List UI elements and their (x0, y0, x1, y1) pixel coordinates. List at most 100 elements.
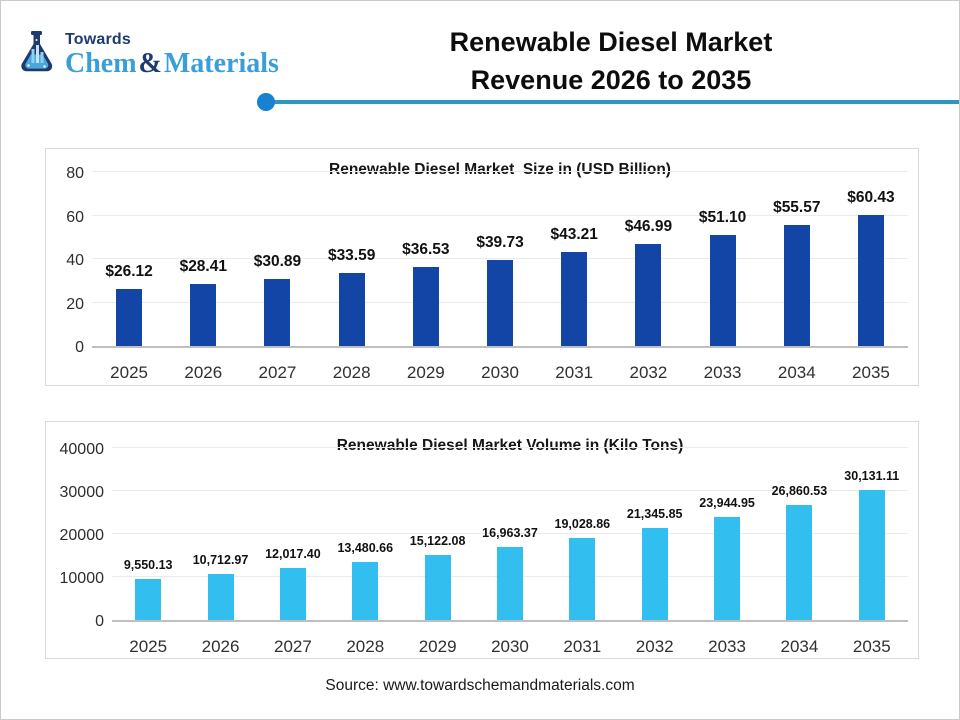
chart-1-bar-2025 (135, 578, 162, 620)
chart-0-slot-2035: $60.43 (834, 172, 908, 346)
chart-1-bar-2031 (569, 538, 596, 620)
chart-1-slot-2031: 19,028.86 (546, 448, 618, 620)
chart-0-xlabel-2033: 2033 (703, 363, 742, 382)
chart-0-bar-2034 (783, 225, 810, 346)
header-divider-dot (257, 93, 275, 111)
chart-0-gridline-80 (92, 171, 908, 172)
chart-1-slot-2032: 21,345.85 (619, 448, 691, 620)
chart-1-bar-2029 (424, 554, 451, 620)
chart-0-slot-2032: $46.99 (611, 172, 685, 346)
chart-0-ytick-60: 60 (66, 208, 84, 226)
chart-0-ytick-0: 0 (75, 339, 84, 356)
chart-0-y-axis: 0 20 40 60 80 (46, 165, 92, 356)
chart-0-bar-label-2028: $33.59 (327, 246, 376, 264)
logo-ampersand: & (138, 48, 162, 79)
chart-1-bar-2035 (858, 490, 885, 620)
page-title-line1: Renewable Diesel Market (449, 27, 773, 57)
chart-1-slot-2035: 30,131.11 (836, 448, 908, 620)
chart-1-bar-2033 (714, 517, 741, 620)
market-size-chart-panel: Renewable Diesel Market Size in (USD Bil… (45, 148, 919, 386)
chart-0-xlabel-2025: 2025 (110, 363, 148, 382)
chart-1-slot-2027: 12,017.40 (257, 448, 329, 620)
chart-0-xlabel-2032: 2032 (629, 363, 668, 382)
chart-0-gridline-60 (92, 214, 908, 216)
logo-chem: Chem (65, 48, 137, 79)
logo-materials: Materials (163, 48, 279, 79)
chart-0-slot-2028: $33.59 (315, 172, 389, 346)
chart-0-xlabel-2031: 2031 (555, 363, 594, 382)
chart-1-xlabel-2035: 2035 (852, 637, 891, 656)
chart-1-plot: 9,550.13 10,712.97 12,017.40 13,480.66 15,12… (112, 447, 908, 622)
chart-1-gridline-40000 (112, 447, 908, 448)
chart-1-xlabel-2031: 2031 (563, 637, 602, 656)
chart-0-bar-label-2030: $39.73 (476, 233, 524, 251)
chart-1-ytick-30000: 30000 (59, 484, 105, 501)
chart-0-slot-2026: $28.41 (166, 172, 240, 346)
chart-0-bar-label-2031: $43.21 (550, 226, 598, 244)
chart-0-slot-2029: $36.53 (389, 172, 463, 346)
chart-1-slot-2034: 26,860.53 (763, 448, 835, 620)
chart-1-bar-label-2027: 12,017.40 (265, 547, 321, 562)
header-divider-line (266, 100, 959, 104)
chart-0-bar-label-2032: $46.99 (624, 217, 673, 235)
chart-1-xlabel-2027: 2027 (273, 637, 312, 656)
chart-1-bar-2032 (641, 528, 668, 620)
chart-0-x-axis: 2025 2026 2027 2028 2029 2030 2031 2032 2033 2034… (92, 354, 908, 383)
chart-1-slot-2029: 15,122.08 (401, 448, 473, 620)
logo-chem-materials: Chem&Materials (65, 50, 279, 78)
chart-0-plot: $26.12 $28.41 $30.89 $33.59 $36.53 $39.73 $43.… (92, 171, 908, 348)
chart-0-xlabel-2026: 2026 (184, 363, 223, 382)
chart-0-xlabel-2027: 2027 (258, 363, 297, 382)
chart-0-bar-2025 (116, 289, 143, 346)
chart-1-xlabel-2032: 2032 (635, 637, 674, 656)
chart-0-xlabel-2034: 2034 (777, 363, 816, 382)
chart-0-slot-2033: $51.10 (686, 172, 760, 346)
chart-1-title: Renewable Diesel Market Volume in (Kilo … (336, 437, 684, 454)
chart-0-bar-label-2029: $36.53 (402, 240, 450, 258)
chart-0-slot-2025: $26.12 (92, 172, 166, 346)
chart-0-xlabel-2028: 2028 (332, 363, 371, 382)
chart-0-bar-label-2025: $26.12 (105, 263, 153, 281)
chart-1-bar-2028 (352, 562, 379, 620)
chart-0-bar-2031 (561, 252, 588, 346)
page-title-line2: Revenue 2026 to 2035 (470, 65, 752, 95)
chart-0-bar-2032 (635, 243, 662, 346)
chart-1-bar-label-2030: 16,963.37 (482, 526, 538, 541)
chart-1-slot-2025: 9,550.13 (112, 448, 184, 620)
chart-0-bar-2035 (857, 214, 884, 346)
chart-1-xlabel-2026: 2026 (201, 637, 240, 656)
chart-1-xlabel-2025: 2025 (129, 637, 168, 656)
chart-1-x-axis: 2025 2026 2027 2028 2029 2030 2031 2032 2033 2034… (112, 628, 908, 657)
chart-1-ytick-10000: 10000 (59, 570, 105, 587)
chart-0-bar-2033 (709, 234, 736, 346)
chart-1-ytick-20000: 20000 (59, 527, 105, 544)
chart-0-xlabel-2035: 2035 (852, 363, 890, 382)
chart-0-ytick-20: 20 (66, 295, 84, 313)
chart-1-gridline-20000 (112, 533, 908, 534)
chart-1-bar-label-2032: 21,345.85 (626, 507, 683, 522)
chart-1-gridline-30000 (112, 490, 908, 491)
logo-text: Towards Chem&Materials (65, 31, 279, 78)
chart-0-slot-2031: $43.21 (537, 172, 611, 346)
chart-1-xlabel-2029: 2029 (418, 637, 457, 656)
chart-0-ytick-40: 40 (66, 252, 84, 269)
chart-1-bar-2026 (207, 573, 234, 620)
chart-0-xlabel-2029: 2029 (406, 363, 445, 382)
chart-0-bar-2029 (412, 266, 439, 346)
chart-1-xlabel-2033: 2033 (708, 637, 746, 656)
chart-1-ytick-40000: 40000 (59, 441, 105, 458)
chart-1-xlabel-2030: 2030 (491, 637, 529, 656)
chart-1-slot-2026: 10,712.97 (184, 448, 256, 620)
chart-1-bar-label-2029: 15,122.08 (409, 533, 466, 548)
chart-0-bar-2028 (338, 272, 365, 346)
chart-0-gridline-40 (92, 258, 908, 259)
chart-0-bar-2027 (264, 278, 291, 346)
chart-0-slot-2030: $39.73 (463, 172, 537, 346)
logo-towards: Towards (65, 31, 132, 48)
chart-1-y-axis: 0 10000 20000 30000 40000 (46, 441, 112, 630)
chart-1-bar-label-2025: 9,550.13 (123, 557, 173, 572)
chart-0-title: Renewable Diesel Market Size in (USD Bil… (329, 161, 671, 178)
flask-icon (21, 31, 53, 72)
chart-1-slot-2030: 16,963.37 (474, 448, 546, 620)
